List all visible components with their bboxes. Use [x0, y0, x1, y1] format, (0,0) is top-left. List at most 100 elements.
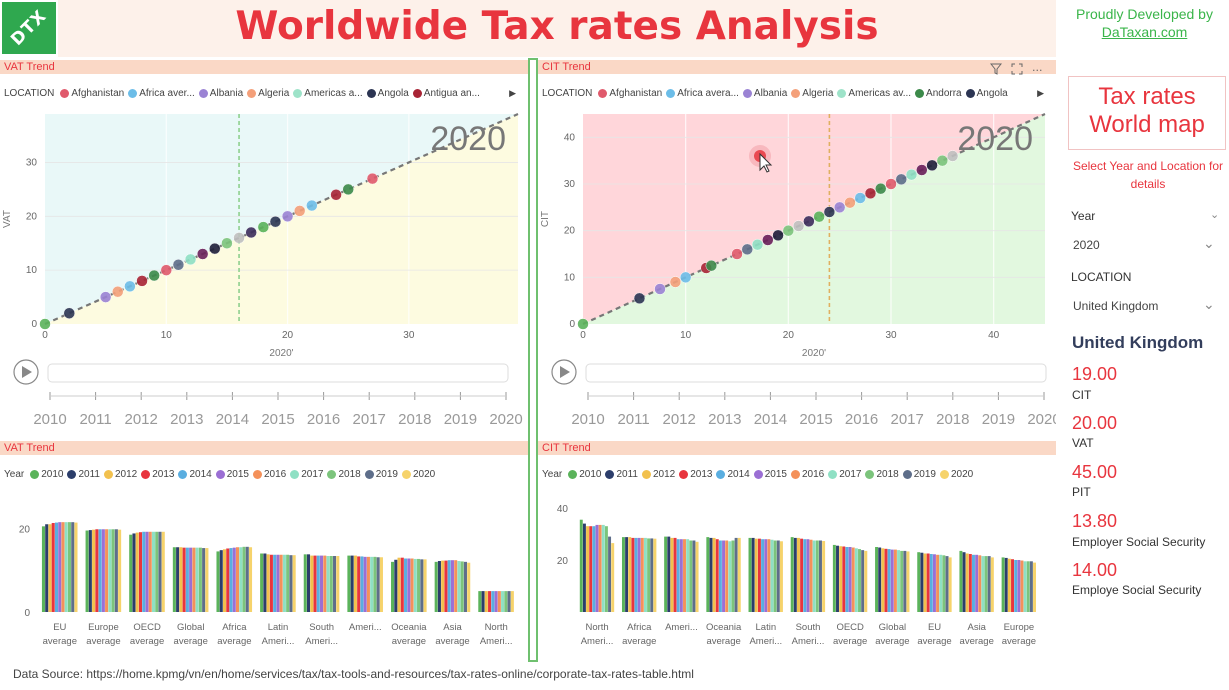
year-tick-label[interactable]: 2015	[799, 411, 832, 428]
legend-item[interactable]: Albania	[742, 88, 787, 99]
legend-item[interactable]: Americas a...	[293, 88, 363, 99]
play-track[interactable]	[47, 363, 509, 383]
category-label: Latin	[268, 622, 289, 633]
legend-item[interactable]: 2014	[716, 469, 750, 480]
chevron-down-icon[interactable]: ⌄	[1203, 297, 1215, 313]
legend-item[interactable]: 2016	[790, 469, 824, 480]
legend-item[interactable]: 2020	[401, 469, 435, 480]
play-button[interactable]	[13, 359, 39, 385]
year-tick-label[interactable]: 2019	[444, 411, 477, 428]
year-tick-label[interactable]: 2010	[571, 411, 604, 428]
bar	[491, 591, 495, 612]
year-tick-label[interactable]: 2017	[353, 411, 386, 428]
chevron-down-icon[interactable]: ⌄	[1203, 236, 1215, 252]
legend-item[interactable]: 2014	[178, 469, 212, 480]
year-tick-label[interactable]: 2012	[663, 411, 696, 428]
bar	[945, 556, 949, 612]
cit-location-legend: LOCATION Afghanistan Africa avera... Alban…	[542, 85, 1044, 101]
data-point	[874, 182, 887, 195]
bar	[903, 550, 907, 612]
legend-item[interactable]: Albania	[198, 88, 243, 99]
category-label: South	[309, 622, 334, 633]
legend-item[interactable]: 2013	[679, 469, 712, 480]
legend-item[interactable]: 2020	[939, 469, 973, 480]
legend-item[interactable]: Afghanistan	[598, 88, 662, 99]
legend-item[interactable]: 2017	[828, 469, 861, 480]
legend-item[interactable]: Antigua an...	[412, 88, 480, 99]
bar	[664, 536, 668, 612]
year-tick-label[interactable]: 2013	[170, 411, 203, 428]
year-tick-label[interactable]: 2018	[398, 411, 431, 428]
legend-item[interactable]: 2011	[67, 469, 100, 480]
bar	[858, 549, 861, 612]
legend-item[interactable]: Angola	[965, 88, 1008, 99]
legend-item[interactable]: 2018	[865, 469, 899, 480]
year-tick-label[interactable]: 2018	[936, 411, 969, 428]
legend-item[interactable]: Africa avera...	[666, 88, 739, 99]
year-tick-label[interactable]: 2020	[1027, 411, 1056, 428]
year-tick-label[interactable]: 2017	[891, 411, 924, 428]
chevron-down-icon[interactable]: ⌄	[1210, 208, 1220, 221]
year-tick-label[interactable]: 2014	[754, 411, 787, 428]
location-slicer-value[interactable]: United Kingdom	[1073, 299, 1159, 313]
bar	[962, 552, 966, 612]
year-tick-label[interactable]: 2013	[708, 411, 741, 428]
legend-item[interactable]: 2015	[215, 469, 249, 480]
legend-item[interactable]: 2019	[364, 469, 398, 480]
legend-item[interactable]: Andorra	[915, 88, 962, 99]
data-point	[233, 232, 245, 244]
bar	[673, 537, 677, 612]
more-options-icon[interactable]: ···	[1032, 63, 1043, 77]
bar	[195, 547, 199, 612]
year-tick-label[interactable]: 2019	[982, 411, 1015, 428]
legend-item[interactable]: 2012	[103, 469, 137, 480]
year-tick-label[interactable]: 2016	[307, 411, 340, 428]
play-track[interactable]	[585, 363, 1047, 383]
bar	[936, 554, 940, 612]
year-slicer-value[interactable]: 2020	[1073, 238, 1100, 252]
legend-item[interactable]: Algeria	[791, 88, 833, 99]
legend-item[interactable]: 2010	[568, 469, 601, 480]
year-tick-label[interactable]: 2014	[216, 411, 249, 428]
bar	[725, 540, 729, 612]
year-tick-label[interactable]: 2011	[79, 411, 111, 428]
legend-item[interactable]: 2015	[753, 469, 787, 480]
legend-item[interactable]: Angola	[366, 88, 409, 99]
year-tick-label[interactable]: 2020	[489, 411, 522, 428]
legend-item[interactable]: Africa aver...	[128, 88, 195, 99]
legend-item[interactable]: 2013	[141, 469, 174, 480]
bar	[822, 541, 826, 612]
legend-item[interactable]: 2019	[902, 469, 936, 480]
bar	[242, 546, 246, 612]
legend-item[interactable]: 2016	[252, 469, 286, 480]
play-button[interactable]	[551, 359, 577, 385]
legend-label: 2012	[652, 468, 676, 480]
year-tick-label[interactable]: 2016	[845, 411, 878, 428]
year-tick-label[interactable]: 2012	[125, 411, 158, 428]
focus-mode-icon[interactable]	[1011, 63, 1023, 78]
legend-item[interactable]: Algeria	[247, 88, 289, 99]
legend-marker	[790, 469, 800, 479]
data-point	[679, 271, 692, 284]
chevron-right-icon[interactable]: ▶	[1037, 87, 1044, 98]
chevron-right-icon[interactable]: ▶	[509, 87, 516, 98]
year-tick-label[interactable]: 2015	[261, 411, 294, 428]
legend-item[interactable]: 2018	[327, 469, 361, 480]
legend-item[interactable]: Americas av...	[837, 88, 911, 99]
legend-item[interactable]: Afghanistan	[60, 88, 124, 99]
y-tick-label: 20	[564, 226, 576, 237]
vat-bar-chart: 0 20 EU average Europe average OECD average Glob…	[19, 522, 514, 647]
filter-icon[interactable]	[989, 63, 1003, 78]
legend-item[interactable]: 2010	[30, 469, 63, 480]
legend-item[interactable]: 2017	[290, 469, 323, 480]
credit-link[interactable]: DaTaxan.com	[1101, 24, 1188, 40]
bar	[51, 522, 55, 612]
legend-marker	[293, 88, 303, 98]
legend-label: Africa avera...	[677, 87, 739, 99]
year-tick-label[interactable]: 2011	[617, 411, 649, 428]
year-tick-label[interactable]: 2010	[33, 411, 66, 428]
legend-item[interactable]: 2012	[641, 468, 676, 480]
world-map-button[interactable]: Tax rates World map	[1068, 76, 1226, 150]
bar	[222, 549, 227, 612]
legend-item[interactable]: 2011	[605, 469, 638, 480]
